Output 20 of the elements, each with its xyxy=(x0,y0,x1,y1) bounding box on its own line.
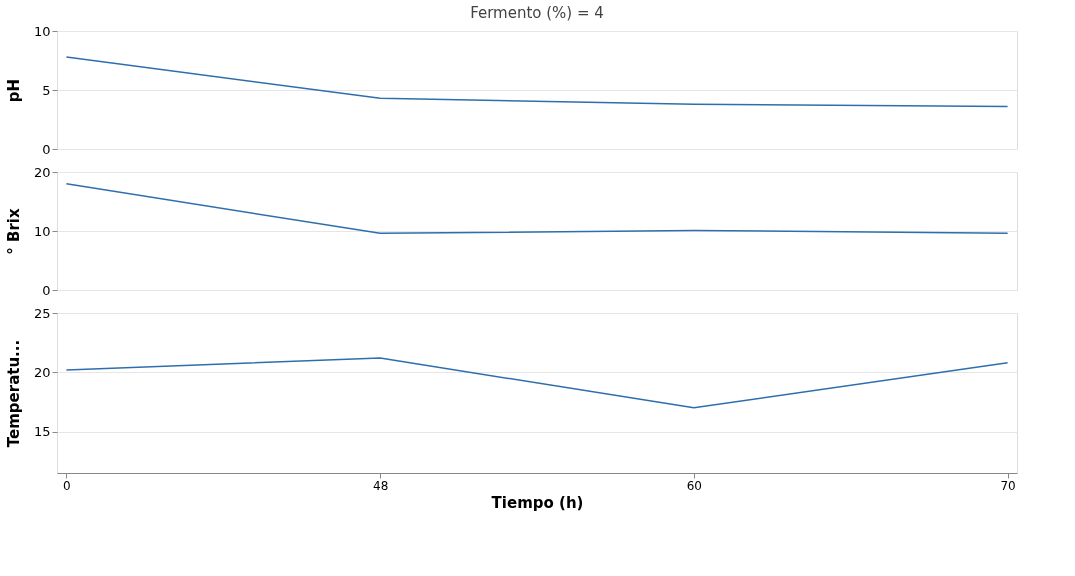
y-tick-label: 10 xyxy=(33,23,51,39)
y-tick-label: 0 xyxy=(42,141,51,157)
x-tick-label: 70 xyxy=(1000,478,1016,493)
y-axis-title: ° Brix xyxy=(4,207,23,255)
line-series xyxy=(65,56,1009,108)
x-tick-label: 0 xyxy=(63,478,71,493)
x-axis-title: Tiempo (h) xyxy=(491,493,584,512)
y-tick-label: 20 xyxy=(33,364,51,380)
x-tick-label: 60 xyxy=(686,478,702,493)
chart-title: Fermento (%) = 4 xyxy=(470,4,604,22)
y-tick-label: 25 xyxy=(33,305,51,321)
y-axis-title: pH xyxy=(4,78,23,103)
y-axis-title: Temperatu... xyxy=(4,339,23,448)
x-tick-label: 48 xyxy=(373,478,389,493)
line-series xyxy=(65,357,1009,409)
y-tick-label: 0 xyxy=(42,282,51,298)
y-tick-label: 15 xyxy=(33,424,51,440)
y-tick-label: 10 xyxy=(33,223,51,239)
y-tick-label: 5 xyxy=(42,82,51,98)
y-tick-label: 20 xyxy=(33,164,51,180)
